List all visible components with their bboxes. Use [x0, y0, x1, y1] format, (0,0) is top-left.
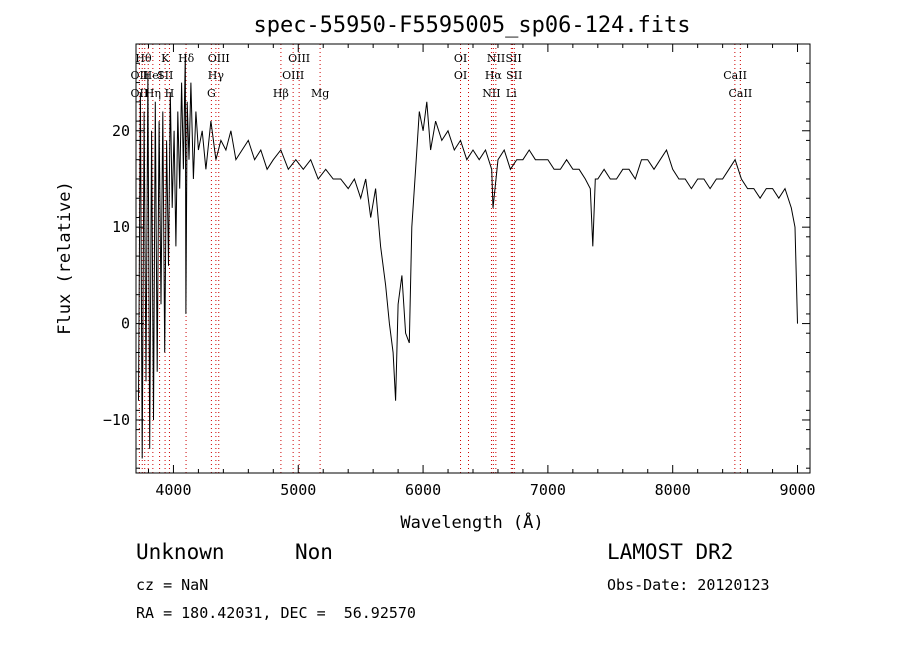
x-tick-label-5: 9000: [779, 481, 815, 499]
x-axis: 4000 5000 6000 7000 8000 9000: [147, 44, 816, 499]
y-axis: −10 0 10 20: [103, 62, 810, 469]
line-label-19: H: [165, 87, 175, 100]
y-tick-label-3: 20: [112, 122, 130, 140]
line-label-22: Mg: [311, 87, 329, 100]
line-label-23: NII: [482, 87, 500, 100]
redshift-cz: cz = NaN: [136, 576, 209, 594]
line-label-10: SII: [157, 69, 173, 82]
line-label-21: Hβ: [273, 87, 289, 100]
line-label-18: Hη: [145, 87, 161, 100]
y-tick-label-1: 0: [121, 315, 130, 333]
line-label-0: Hθ: [135, 52, 152, 65]
line-label-11: Hγ: [208, 69, 225, 82]
chart-title: spec-55950-F5595005_sp06-124.fits: [253, 13, 690, 38]
line-label-5: OI: [454, 52, 467, 65]
ra-dec-coordinates: RA = 180.42031, DEC = 56.92570: [136, 604, 416, 622]
line-label-15: SII: [506, 69, 522, 82]
line-label-8: OII: [131, 69, 149, 82]
x-tick-label-4: 8000: [655, 481, 691, 499]
line-label-4: OIII: [288, 52, 310, 65]
line-label-25: CaII: [729, 87, 753, 100]
line-label-1: K: [161, 52, 170, 65]
line-label-16: CaII: [723, 69, 747, 82]
line-label-2: Hδ: [178, 52, 195, 65]
line-label-7: SII: [505, 52, 521, 65]
object-subclass: Non: [295, 540, 333, 564]
line-label-24: Li: [506, 87, 517, 100]
y-axis-label: Flux (relative): [55, 181, 75, 335]
observation-date: Obs-Date: 20120123: [607, 576, 770, 594]
x-tick-label-2: 6000: [405, 481, 441, 499]
spectral-line-markers: [138, 44, 741, 473]
line-label-20: G: [207, 87, 216, 100]
survey-label: LAMOST DR2: [607, 540, 734, 564]
plot-frame: [135, 43, 811, 474]
line-label-3: OIII: [208, 52, 230, 65]
line-label-12: OIII: [282, 69, 304, 82]
x-axis-label: Wavelength (Å): [400, 511, 543, 533]
x-tick-label-3: 7000: [530, 481, 566, 499]
x-tick-label-1: 5000: [280, 481, 316, 499]
y-tick-label-2: 10: [112, 218, 130, 236]
line-label-6: NII: [487, 52, 505, 65]
x-tick-label-0: 4000: [155, 481, 191, 499]
line-label-14: Hα: [485, 69, 503, 82]
y-tick-label-0: −10: [103, 411, 130, 429]
object-class: Unknown: [136, 540, 225, 564]
line-label-13: OI: [454, 69, 467, 82]
line-label-17: OII: [131, 87, 149, 100]
spectrum-series-line: [138, 53, 798, 459]
